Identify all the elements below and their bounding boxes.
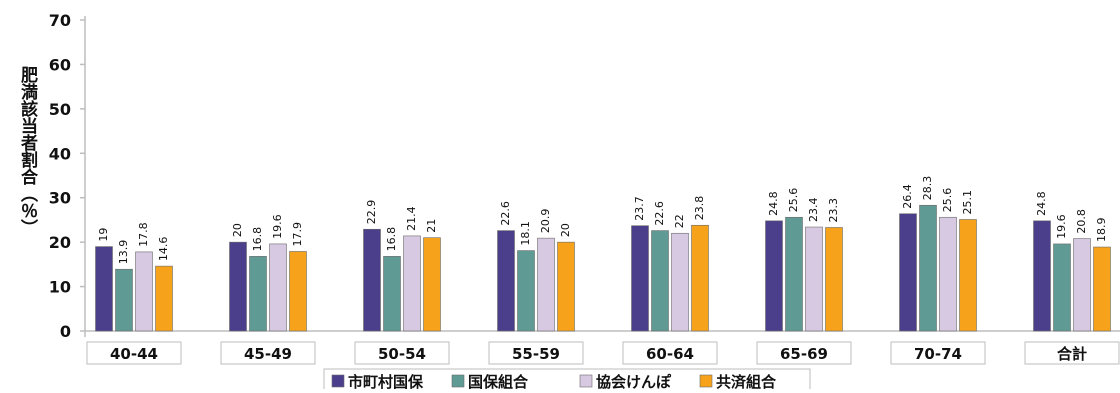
legend-swatch bbox=[579, 374, 593, 388]
bar bbox=[423, 237, 441, 332]
category-box bbox=[354, 341, 450, 365]
bar bbox=[785, 216, 803, 332]
category-box bbox=[220, 341, 316, 365]
x-tick-label: 65-69 bbox=[780, 345, 828, 363]
bar bbox=[135, 251, 153, 332]
y-tick-label: 40 bbox=[49, 144, 71, 163]
data-label: 13.9 bbox=[117, 240, 130, 265]
bar bbox=[959, 219, 977, 332]
bar bbox=[517, 250, 535, 332]
category-box bbox=[890, 341, 986, 365]
x-tick-label: 60-64 bbox=[646, 345, 694, 363]
data-label: 22 bbox=[673, 214, 686, 228]
data-label: 23.4 bbox=[807, 198, 820, 223]
legend-swatch bbox=[451, 374, 465, 388]
data-label: 22.6 bbox=[499, 201, 512, 226]
bar bbox=[497, 230, 515, 332]
y-tick-label: 20 bbox=[49, 233, 71, 252]
bar bbox=[919, 204, 937, 332]
x-tick-label: 50-54 bbox=[378, 345, 426, 363]
category-box bbox=[622, 341, 718, 365]
bar bbox=[115, 268, 133, 332]
y-axis-label: 肥満該当者割合（％） bbox=[17, 66, 37, 236]
legend-swatch bbox=[331, 374, 345, 388]
x-tick-label: 合計 bbox=[1056, 345, 1087, 363]
legend-swatch bbox=[699, 374, 713, 388]
data-label: 24.8 bbox=[1035, 191, 1048, 216]
data-label: 25.6 bbox=[941, 188, 954, 213]
x-tick-label: 45-49 bbox=[244, 345, 292, 363]
data-label: 20.9 bbox=[539, 209, 552, 234]
data-label: 14.6 bbox=[157, 237, 170, 262]
category-box bbox=[1024, 341, 1120, 365]
bar bbox=[1053, 243, 1071, 332]
data-label: 16.8 bbox=[251, 227, 264, 252]
category-box bbox=[756, 341, 852, 365]
bar bbox=[765, 220, 783, 332]
data-label: 19.6 bbox=[1055, 214, 1068, 239]
data-label: 17.9 bbox=[291, 222, 304, 247]
data-label: 26.4 bbox=[901, 184, 914, 209]
bar bbox=[537, 237, 555, 332]
data-label: 18.9 bbox=[1095, 218, 1108, 243]
data-label: 19 bbox=[97, 228, 110, 242]
x-tick-label: 55-59 bbox=[512, 345, 560, 363]
legend-label: 市町村国保 bbox=[348, 373, 424, 389]
bar bbox=[651, 230, 669, 332]
data-label: 19.6 bbox=[271, 214, 284, 239]
y-tick-label: 30 bbox=[49, 189, 71, 208]
data-label: 25.6 bbox=[787, 188, 800, 213]
legend-label: 共済組合 bbox=[716, 373, 777, 389]
bar bbox=[691, 224, 709, 332]
data-label: 23.3 bbox=[827, 198, 840, 223]
legend-label: 協会けんぽ bbox=[596, 373, 672, 389]
data-label: 18.1 bbox=[519, 221, 532, 246]
data-label: 22.9 bbox=[365, 200, 378, 225]
bar bbox=[155, 265, 173, 332]
data-label: 21.4 bbox=[405, 206, 418, 231]
bar bbox=[1073, 238, 1091, 332]
data-label: 16.8 bbox=[385, 227, 398, 252]
data-label: 20 bbox=[231, 223, 244, 237]
x-tick-label: 70-74 bbox=[914, 345, 962, 363]
bar bbox=[383, 256, 401, 332]
bar bbox=[939, 216, 957, 332]
data-label: 20.8 bbox=[1075, 209, 1088, 234]
data-label: 23.7 bbox=[633, 196, 646, 221]
category-box bbox=[86, 341, 182, 365]
bar bbox=[805, 226, 823, 332]
legend-label: 国保組合 bbox=[468, 373, 529, 389]
bar bbox=[899, 213, 917, 332]
data-label: 20 bbox=[559, 223, 572, 237]
bar bbox=[249, 256, 267, 332]
data-label: 24.8 bbox=[767, 191, 780, 216]
data-label: 22.6 bbox=[653, 201, 666, 226]
bar bbox=[363, 228, 381, 332]
bar bbox=[289, 251, 307, 332]
data-label: 21 bbox=[425, 219, 438, 233]
bar bbox=[825, 227, 843, 332]
bar bbox=[1093, 246, 1111, 332]
data-label: 28.3 bbox=[921, 176, 934, 201]
y-tick-label: 10 bbox=[49, 278, 71, 297]
bar bbox=[229, 241, 247, 332]
data-label: 23.8 bbox=[693, 196, 706, 221]
y-tick-label: 50 bbox=[49, 100, 71, 119]
bar bbox=[671, 232, 689, 332]
bar bbox=[403, 235, 421, 332]
bar bbox=[1033, 220, 1051, 332]
bar bbox=[95, 246, 113, 332]
category-box bbox=[488, 341, 584, 365]
data-label: 25.1 bbox=[961, 190, 974, 215]
bar bbox=[269, 243, 287, 332]
data-label: 17.8 bbox=[137, 222, 150, 247]
y-tick-label: 60 bbox=[49, 55, 71, 74]
x-tick-label: 40-44 bbox=[110, 345, 158, 363]
y-tick-label: 70 bbox=[49, 11, 71, 30]
y-tick-label: 0 bbox=[60, 322, 71, 341]
bar bbox=[631, 225, 649, 332]
bar bbox=[557, 241, 575, 332]
